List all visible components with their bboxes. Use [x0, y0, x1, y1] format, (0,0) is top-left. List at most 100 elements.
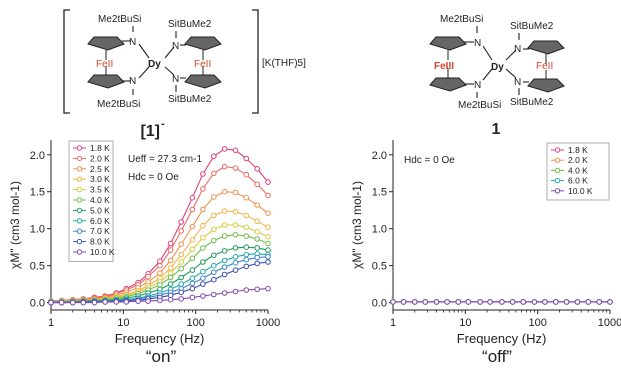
legend-label: 1.8 K [90, 143, 110, 153]
substituent-bottom-right: SitBuMe2 [168, 94, 212, 105]
data-point [412, 299, 418, 305]
legend-swatch-marker [76, 218, 83, 224]
data-point [200, 275, 206, 282]
data-point [254, 166, 261, 172]
data-point [178, 289, 184, 296]
data-point [211, 237, 217, 244]
substituent-bottom-right: SitBuMe2 [510, 97, 554, 108]
legend-label: 3.5 K [90, 185, 110, 195]
legend-swatch-marker [554, 157, 561, 163]
data-point [221, 264, 228, 270]
data-point [232, 189, 239, 196]
compound-label-anion: [1] [140, 123, 160, 140]
data-point [221, 146, 228, 152]
substituent-top-right: SitBuMe2 [510, 21, 554, 32]
data-point [145, 298, 151, 304]
data-point [243, 256, 250, 263]
data-point [102, 299, 108, 305]
data-point [254, 286, 261, 293]
data-point [232, 245, 239, 251]
atom-fe-right: FeII [536, 61, 553, 72]
chart-caption: “off” [482, 347, 512, 366]
data-point [167, 257, 174, 264]
data-point [265, 285, 271, 292]
molecule-anion: Me2tBuSi Me2tBuSi SitBuMe2 SitBuMe2 N N … [63, 9, 306, 140]
data-point [189, 294, 196, 301]
y-tick-label: 0.5 [372, 261, 387, 273]
data-point [167, 281, 174, 287]
data-point [189, 255, 196, 262]
data-point [232, 222, 239, 228]
data-point [189, 246, 196, 253]
data-point [254, 181, 261, 188]
x-tick-label: 1 [48, 317, 54, 329]
data-point [232, 259, 239, 266]
data-point [254, 218, 261, 225]
legend-label: 6.0 K [90, 216, 110, 226]
data-point [243, 251, 250, 258]
annotation: Hdc = 0 Oe [128, 172, 179, 183]
atom-n: N [474, 80, 481, 91]
data-point [211, 252, 217, 259]
data-point [178, 281, 184, 287]
data-point [211, 262, 217, 269]
data-point [221, 208, 228, 214]
data-point [265, 259, 271, 265]
data-point [265, 192, 271, 199]
data-point [200, 171, 206, 177]
compound-label-charge: - [161, 118, 165, 130]
data-point [574, 299, 581, 305]
data-point [200, 222, 206, 229]
legend-label: 6.0 K [568, 176, 588, 186]
data-point [232, 267, 239, 273]
substituent-bottom-left: Me2tBuSi [458, 100, 501, 111]
data-point [553, 299, 559, 305]
atom-fe-left: FeIII [434, 61, 454, 72]
data-point [200, 281, 206, 287]
data-point [243, 171, 250, 178]
y-tick-label: 0.5 [30, 261, 45, 273]
atom-n: N [129, 76, 136, 87]
data-point [221, 233, 228, 239]
data-point [254, 236, 261, 242]
cp-ring-lower-left [429, 77, 467, 92]
data-point [178, 228, 184, 234]
atom-fe-right: FeII [194, 59, 211, 70]
atom-n: N [514, 44, 521, 55]
ferrocene-right [184, 36, 222, 89]
data-point [178, 259, 184, 265]
data-point [211, 170, 217, 177]
data-point [189, 285, 196, 292]
y-tick-label: 0.0 [372, 298, 387, 310]
chart-caption: “on” [146, 347, 177, 366]
bond-lines [122, 26, 186, 95]
data-point [232, 208, 239, 215]
data-point [167, 240, 174, 247]
x-tick-label: 10 [459, 317, 471, 329]
y-tick-label: 0.0 [30, 298, 45, 310]
data-point [232, 253, 239, 260]
cp-ring-lower-right [184, 74, 222, 89]
x-tick-label: 100 [186, 317, 204, 329]
data-point [58, 299, 65, 306]
legend-swatch-marker [76, 249, 83, 255]
data-point [531, 299, 538, 305]
data-point [91, 299, 98, 306]
annotation: Hdc = 0 Oe [404, 155, 455, 166]
data-point [444, 299, 450, 305]
data-point [232, 165, 239, 171]
data-point [178, 251, 184, 258]
y-tick-label: 1.0 [372, 224, 387, 236]
y-tick-label: 2.0 [30, 150, 45, 162]
legend-swatch-marker [554, 147, 561, 153]
data-point [509, 299, 516, 305]
legend-swatch-marker [554, 167, 561, 174]
legend-label: 4.0 K [568, 165, 588, 175]
data-point [433, 299, 440, 305]
data-point [585, 299, 592, 305]
data-point [455, 299, 462, 305]
y-tick-label: 1.5 [372, 187, 387, 199]
data-point [211, 212, 217, 219]
data-point [477, 299, 483, 305]
legend-swatch-marker [76, 145, 83, 151]
